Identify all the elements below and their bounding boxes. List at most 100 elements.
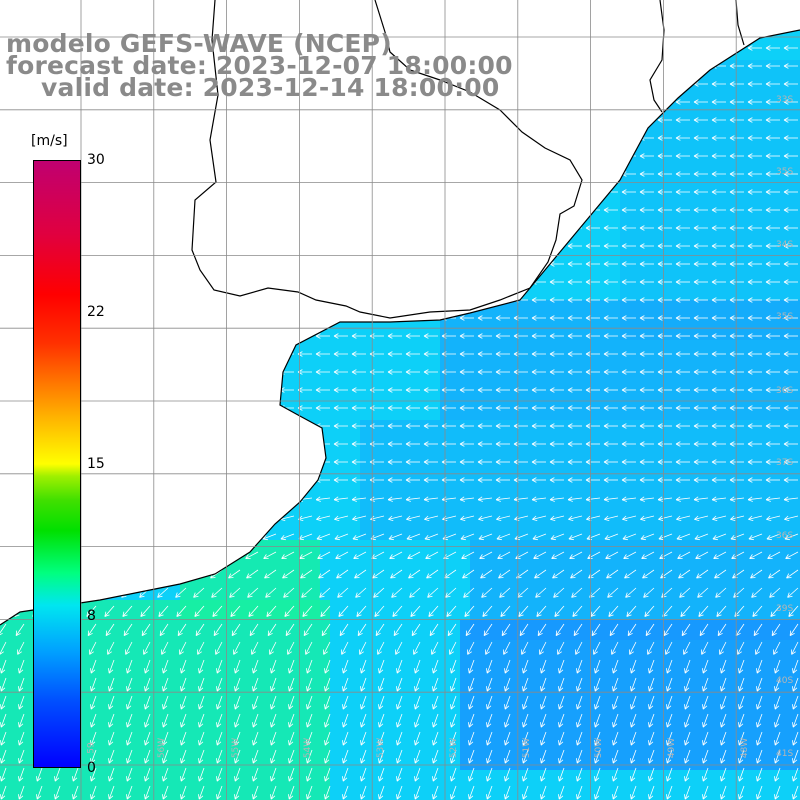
wind-arrow xyxy=(639,496,655,502)
wind-arrow xyxy=(747,225,762,231)
wind-arrow xyxy=(153,279,168,285)
wind-arrow xyxy=(225,369,240,375)
wind-arrow xyxy=(729,496,745,502)
wind-arrow xyxy=(0,479,6,481)
wind-arrow xyxy=(405,423,420,429)
wind-arrow xyxy=(657,153,672,159)
wind-arrow xyxy=(180,713,187,728)
wind-arrow xyxy=(193,587,205,598)
wind-arrow xyxy=(450,659,457,674)
wind-arrow xyxy=(495,153,510,159)
wind-arrow xyxy=(207,459,222,465)
wind-arrow xyxy=(552,569,565,579)
wind-arrow xyxy=(135,333,150,339)
wind-arrow xyxy=(405,387,420,393)
wind-arrow xyxy=(189,135,204,141)
wind-arrow xyxy=(375,623,385,636)
wind-arrow xyxy=(297,207,312,213)
wind-arrow xyxy=(702,785,709,800)
wind-arrow xyxy=(175,587,187,598)
wind-arrow xyxy=(624,569,637,579)
wind-arrow xyxy=(99,297,114,303)
wind-arrow xyxy=(693,207,708,213)
wind-arrow xyxy=(153,207,168,213)
wind-arrow xyxy=(225,189,240,195)
wind-arrow xyxy=(135,297,150,303)
wind-arrow xyxy=(603,30,618,33)
lon-label: 52W xyxy=(449,737,460,759)
wind-arrow xyxy=(335,551,349,560)
wind-arrow xyxy=(477,261,492,267)
wind-arrow xyxy=(621,315,636,321)
wind-arrow xyxy=(243,369,258,375)
wind-arrow xyxy=(540,767,547,782)
wind-arrow xyxy=(766,533,781,541)
wind-arrow xyxy=(135,243,150,249)
wind-arrow xyxy=(657,81,672,87)
wind-arrow xyxy=(117,496,133,502)
wind-arrow xyxy=(287,641,295,655)
wind-arrow xyxy=(423,459,438,465)
wind-arrow xyxy=(81,117,96,123)
wind-arrow xyxy=(540,695,547,710)
wind-arrow xyxy=(464,605,475,617)
wind-arrow xyxy=(712,533,727,541)
wind-arrow xyxy=(0,461,6,463)
wind-arrow xyxy=(549,297,564,303)
wind-arrow xyxy=(773,641,781,655)
wind-arrow xyxy=(270,713,277,728)
wind-arrow xyxy=(359,641,367,655)
wind-arrow xyxy=(81,333,96,339)
wind-arrow xyxy=(261,243,276,249)
wind-arrow xyxy=(198,659,205,674)
wind-arrow xyxy=(315,189,330,195)
wind-arrow xyxy=(387,117,402,123)
wind-arrow xyxy=(747,63,762,69)
wind-arrow xyxy=(0,443,6,445)
wind-arrow xyxy=(621,477,636,483)
wind-arrow xyxy=(297,153,312,159)
wind-arrow xyxy=(675,315,690,321)
wind-arrow xyxy=(765,81,780,87)
wind-arrow xyxy=(99,135,114,141)
wind-arrow xyxy=(783,369,798,375)
wind-arrow xyxy=(351,225,366,231)
wind-arrow xyxy=(315,135,330,141)
wind-arrow xyxy=(441,351,456,357)
wind-arrow xyxy=(783,459,798,465)
wind-arrow xyxy=(693,387,708,393)
wind-arrow xyxy=(531,261,546,267)
wind-arrow xyxy=(126,713,133,728)
wind-arrow xyxy=(144,731,151,746)
wind-arrow xyxy=(351,315,366,321)
wind-arrow xyxy=(153,153,168,159)
wind-arrow xyxy=(570,569,583,579)
wind-arrow xyxy=(266,605,277,617)
wind-arrow xyxy=(603,387,618,393)
wind-arrow xyxy=(216,695,223,710)
wind-arrow xyxy=(82,515,97,522)
wind-arrow xyxy=(729,423,744,429)
wind-arrow xyxy=(135,423,150,429)
wind-arrow xyxy=(675,135,690,141)
wind-arrow xyxy=(459,30,474,33)
wind-arrow xyxy=(342,695,349,710)
wind-arrow xyxy=(261,459,276,465)
wind-arrow xyxy=(414,749,421,764)
wind-arrow xyxy=(699,623,709,636)
wind-arrow xyxy=(783,405,798,411)
wind-arrow xyxy=(720,731,727,746)
wind-arrow xyxy=(261,369,276,375)
wind-arrow xyxy=(657,441,672,447)
wind-arrow xyxy=(342,713,349,728)
wind-arrow xyxy=(513,225,528,231)
wind-arrow xyxy=(225,261,240,267)
wind-arrow xyxy=(459,477,474,483)
wind-arrow xyxy=(657,387,672,393)
wind-arrow xyxy=(99,225,114,231)
wind-arrow xyxy=(261,405,276,411)
wind-arrow xyxy=(261,333,276,339)
wind-arrow xyxy=(621,405,636,411)
wind-arrow xyxy=(603,297,618,303)
